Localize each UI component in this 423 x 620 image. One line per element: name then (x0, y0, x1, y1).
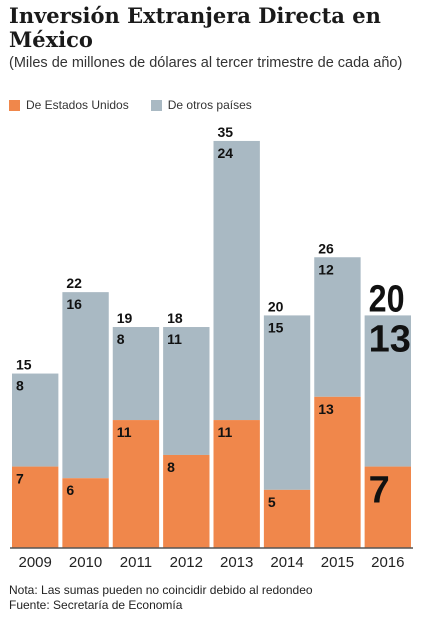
value-label-other-2013: 24 (218, 145, 234, 161)
value-label-other-2014: 15 (268, 319, 284, 335)
value-label-us-2013: 11 (218, 424, 233, 440)
x-tick-label-2016: 2016 (371, 554, 404, 571)
total-label-2015: 26 (318, 240, 334, 256)
stacked-bar-chart: 1587200922166201019811201118118201235241… (10, 124, 413, 571)
total-label-2016: 20 (369, 278, 405, 320)
value-label-us-2014: 5 (268, 494, 276, 510)
x-tick-label-2013: 2013 (220, 554, 253, 571)
legend-swatch-us (9, 99, 20, 111)
bar-us-2010 (62, 478, 109, 548)
value-label-us-2016: 7 (369, 470, 390, 512)
bar-other-2009 (12, 373, 59, 467)
x-tick-label-2012: 2012 (170, 554, 203, 571)
value-label-us-2011: 11 (117, 424, 132, 440)
note-text: Nota: Las sumas pueden no coincidir debi… (9, 583, 313, 597)
value-label-other-2012: 11 (167, 331, 182, 347)
total-label-2010: 22 (66, 275, 82, 291)
bar-other-2011 (112, 327, 160, 421)
value-label-other-2016: 13 (369, 318, 411, 360)
x-tick-label-2015: 2015 (321, 554, 354, 571)
bar-us-2011 (112, 420, 160, 548)
legend: De Estados Unidos De otros países (9, 97, 274, 113)
source-text: Fuente: Secretaría de Economía (9, 598, 183, 612)
bar-other-2016 (364, 315, 411, 467)
bar-us-2014 (263, 489, 311, 548)
bar-other-2010 (62, 292, 109, 479)
chart-notes: Nota: Las sumas pueden no coincidir debi… (9, 583, 419, 613)
legend-label-us: De Estados Unidos (26, 98, 129, 112)
bar-other-2012 (163, 327, 210, 455)
value-label-other-2011: 8 (117, 331, 125, 347)
x-tick-label-2014: 2014 (270, 554, 303, 571)
x-tick-label-2011: 2011 (120, 554, 152, 571)
bar-us-2016 (364, 466, 411, 548)
value-label-other-2010: 16 (66, 296, 82, 312)
total-label-2012: 18 (167, 310, 183, 326)
value-label-us-2015: 13 (318, 401, 334, 417)
bar-us-2012 (163, 454, 210, 548)
total-label-2011: 19 (117, 310, 133, 326)
x-tick-label-2009: 2009 (19, 554, 52, 571)
legend-item-us: De Estados Unidos (9, 98, 129, 112)
legend-label-other: De otros países (167, 98, 252, 112)
bar-us-2013 (213, 420, 260, 548)
total-label-2014: 20 (268, 298, 284, 314)
value-label-us-2009: 7 (16, 471, 24, 487)
bar-us-2015 (314, 396, 361, 548)
x-tick-label-2010: 2010 (69, 554, 102, 571)
legend-swatch-other (150, 99, 162, 111)
bar-other-2014 (263, 315, 311, 490)
total-label-2009: 15 (16, 357, 32, 373)
value-label-other-2015: 12 (318, 261, 334, 277)
value-label-other-2009: 8 (16, 378, 24, 394)
bar-us-2009 (12, 466, 59, 548)
value-label-us-2012: 8 (167, 459, 175, 475)
bar-other-2013 (213, 140, 260, 421)
total-label-2013: 35 (218, 124, 234, 140)
legend-item-other: De otros países (150, 98, 252, 112)
chart-subtitle: (Miles de millones de dólares al tercer … (9, 55, 403, 71)
chart-title: Inversión Extranjera Directa en México (9, 3, 381, 52)
bar-other-2015 (314, 257, 361, 397)
value-label-us-2010: 6 (66, 482, 74, 498)
